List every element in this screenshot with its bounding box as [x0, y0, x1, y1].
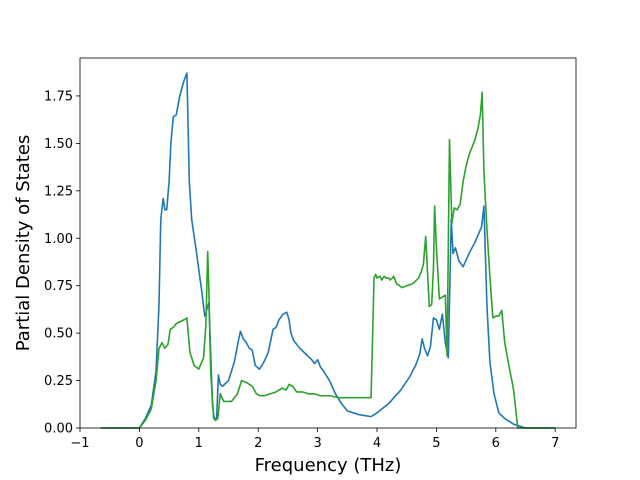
series-line-2	[100, 91, 556, 429]
x-axis-label: Frequency (THz)	[255, 455, 402, 476]
y-axis-label: Partial Density of States	[13, 135, 34, 352]
y-tick-label: 0.00	[44, 422, 73, 437]
y-tick-label: 0.25	[44, 374, 73, 389]
y-tick-label: 1.00	[44, 232, 73, 247]
x-tick-label: 3	[313, 436, 321, 451]
x-tick-label: 5	[432, 436, 440, 451]
x-tick-label: 0	[135, 436, 143, 451]
x-tick-label: 4	[373, 436, 381, 451]
x-tick-label: 7	[551, 436, 559, 451]
y-axis: 0.00 0.25 0.50 0.75 1.00 1.25 1.50 1.75	[44, 89, 80, 437]
x-axis: −1 0 1 2 3 4 5 6 7	[70, 428, 559, 451]
y-tick-label: 1.25	[44, 184, 73, 199]
series-layer	[100, 72, 556, 429]
x-tick-label: 2	[254, 436, 262, 451]
y-tick-label: 0.50	[44, 327, 73, 342]
plot-area	[80, 58, 576, 428]
x-tick-label: 6	[492, 436, 500, 451]
axes-frame	[79, 57, 577, 429]
x-tick-label: 1	[195, 436, 203, 451]
x-tick-label: −1	[70, 436, 89, 451]
series-line-1	[100, 72, 556, 429]
y-tick-label: 0.75	[44, 279, 73, 294]
y-tick-label: 1.75	[44, 89, 73, 104]
y-tick-label: 1.50	[44, 137, 73, 152]
